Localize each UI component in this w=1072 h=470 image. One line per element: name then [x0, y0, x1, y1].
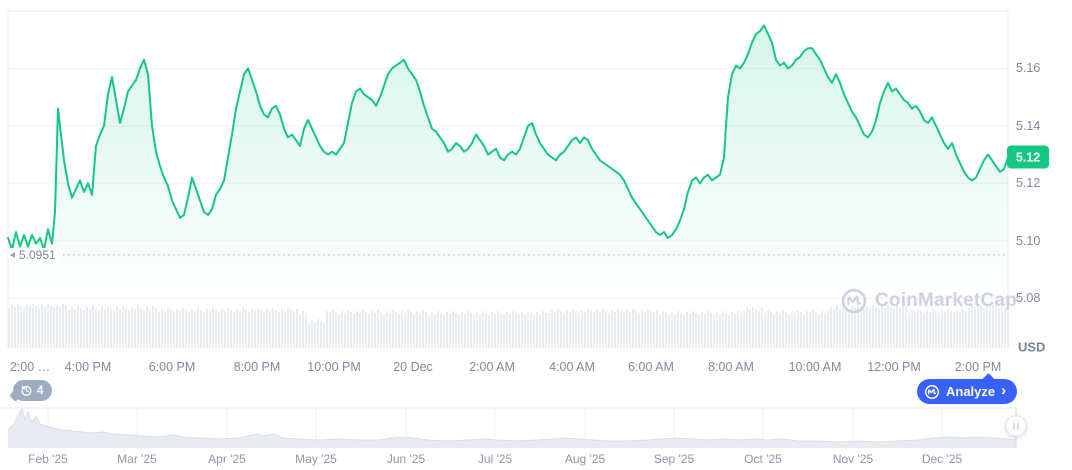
nav-month-label: Aug '25 — [564, 452, 606, 466]
nav-month-label: May '25 — [295, 452, 337, 466]
x-axis-tick: 6:00 AM — [628, 360, 674, 374]
x-axis-tick: 8:00 AM — [708, 360, 754, 374]
y-axis-tick: 5.14 — [1016, 118, 1041, 133]
x-axis-tick: 12:00 PM — [867, 360, 921, 374]
price-area — [8, 25, 1008, 348]
y-axis-tick: 5.12 — [1016, 176, 1041, 191]
x-axis-tick: 4:00 PM — [64, 360, 112, 374]
history-count: 4 — [37, 384, 44, 397]
range-navigator[interactable] — [8, 408, 1016, 448]
x-axis-tick: 20 Dec — [393, 360, 433, 374]
nav-month-label: Mar '25 — [117, 452, 157, 466]
nav-month-label: Oct '25 — [744, 452, 782, 466]
y-axis-tick: 5.08 — [1016, 291, 1041, 306]
price-line — [7, 24, 1009, 251]
y-axis-tick: 5.16 — [1016, 61, 1041, 76]
x-axis-tick: 8:00 PM — [233, 360, 281, 374]
nav-month-label: Jul '25 — [477, 452, 513, 466]
x-axis-tick: 6:00 PM — [148, 360, 196, 374]
nav-month-label: Jun '25 — [386, 452, 426, 466]
main-chart-plot-area[interactable] — [8, 11, 1008, 347]
current-price-badge: 5.12 — [1007, 145, 1049, 169]
x-axis-tick: 2:00 AM — [469, 360, 515, 374]
chevron-right-icon: › — [1001, 382, 1007, 399]
x-axis-tick: 10:00 AM — [788, 360, 842, 374]
coinmarketcap-logo-icon — [925, 384, 939, 399]
history-badge[interactable]: 4 — [13, 380, 53, 401]
reference-marker-icon — [10, 251, 15, 258]
reference-price-value: 5.0951 — [19, 247, 56, 262]
y-axis-unit: USD — [1018, 339, 1046, 355]
nav-month-label: Feb '25 — [28, 452, 68, 466]
x-axis-tick: 10:00 PM — [307, 360, 361, 374]
x-axis-tick: 4:00 AM — [549, 360, 595, 374]
nav-area — [8, 408, 1016, 448]
navigator-handle[interactable] — [1005, 415, 1027, 437]
y-axis-tick: 5.10 — [1016, 233, 1041, 248]
nav-line — [7, 406, 1017, 443]
nav-month-label: Sep '25 — [653, 452, 695, 466]
nav-month-label: Dec '25 — [921, 452, 963, 466]
analyze-button[interactable]: Analyze › — [917, 379, 1018, 404]
analyze-label: Analyze — [946, 384, 996, 399]
nav-month-label: Apr '25 — [208, 452, 246, 466]
reference-price-label: 5.0951 — [8, 247, 62, 262]
nav-month-label: Nov '25 — [832, 452, 874, 466]
x-axis-tick: 2:00 PM — [954, 360, 1002, 374]
history-icon — [21, 385, 32, 396]
x-axis-tick: 2:00 … — [9, 360, 51, 374]
